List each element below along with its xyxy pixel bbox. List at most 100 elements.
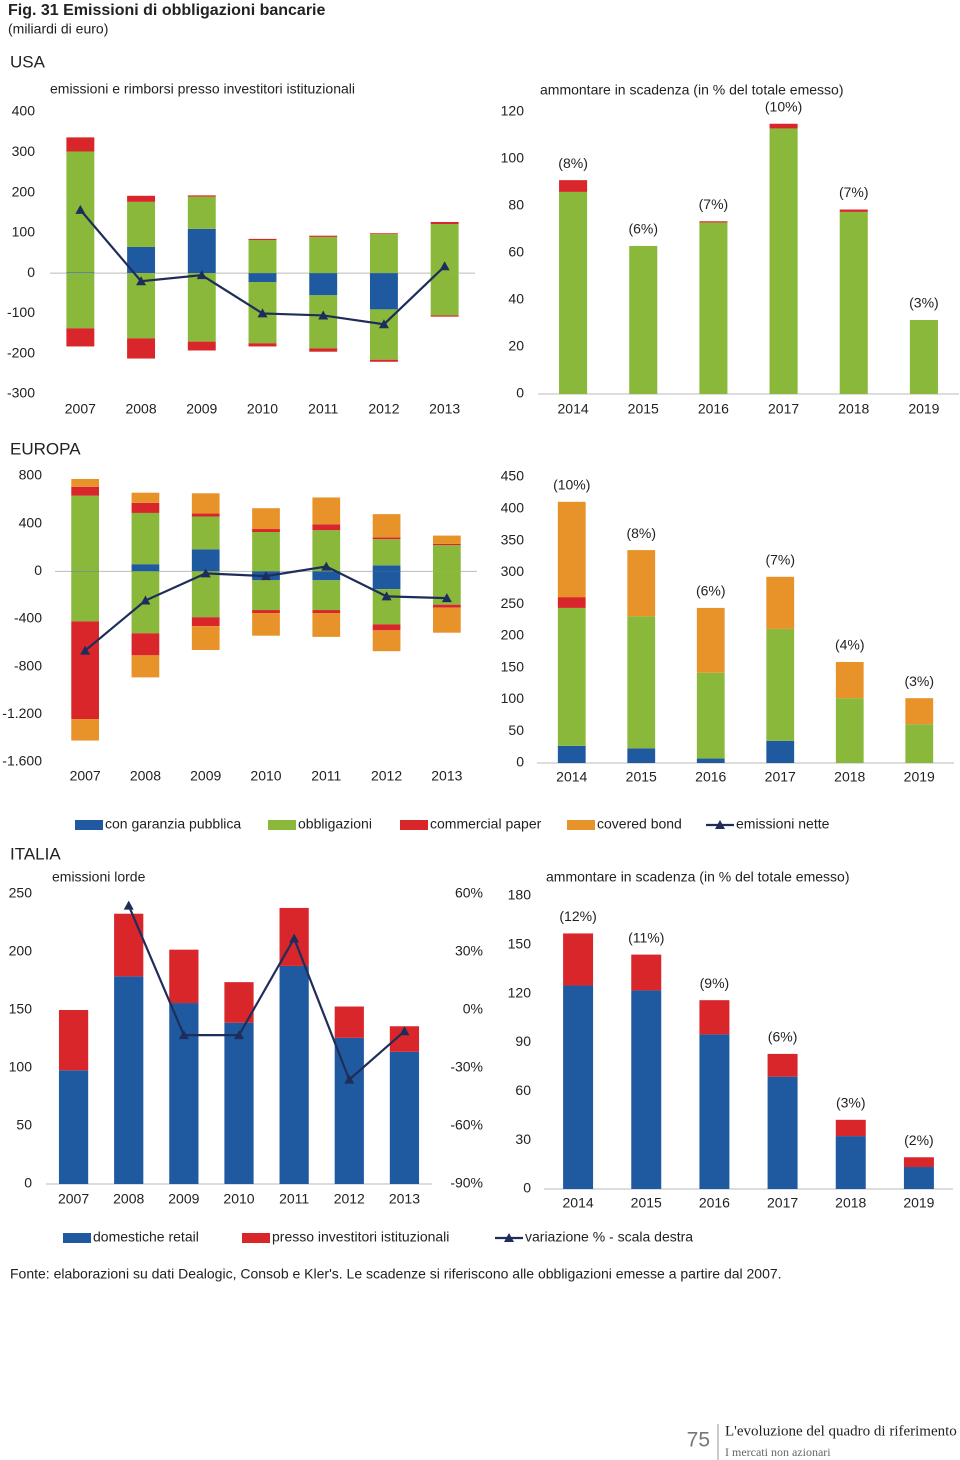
bar-annotation: (12%) (559, 908, 596, 924)
bar-segment (252, 529, 280, 533)
bar-segment (58, 1070, 89, 1184)
bar-segment (430, 221, 459, 224)
bar-segment (131, 492, 160, 503)
x-tick-label: 2012 (368, 401, 399, 417)
bar-annotation: (7%) (839, 184, 869, 200)
bar-segment (131, 564, 160, 572)
x-tick-label: 2017 (765, 769, 796, 785)
bar-annotation: (3%) (909, 295, 939, 311)
bar-segment (559, 180, 588, 192)
x-tick-label: 2010 (250, 768, 281, 784)
line-marker (378, 319, 389, 329)
x-tick-label: 2008 (113, 1191, 144, 1207)
bar-segment (372, 514, 401, 538)
bar-segment (71, 571, 100, 622)
bar-annotation: (9%) (700, 975, 730, 991)
bar-segment (767, 1076, 798, 1189)
bar-segment (187, 228, 216, 274)
bar-segment (248, 343, 277, 347)
x-tick-label: 2017 (768, 401, 799, 417)
bar-segment (334, 1037, 364, 1184)
bar-segment (369, 273, 398, 310)
x-tick-label: 2013 (389, 1191, 420, 1207)
bar-segment (835, 1136, 866, 1189)
legend-swatch (400, 820, 428, 830)
y-tick-label: 250 (501, 595, 525, 611)
bar-annotation: (7%) (765, 551, 795, 567)
bar-segment (432, 607, 461, 633)
y-tick-label: 0 (34, 562, 42, 578)
y-tick-label: 60 (515, 1082, 531, 1098)
bar-annotation: (7%) (699, 196, 729, 212)
bar-segment (66, 272, 95, 274)
y-tick-label: 100 (501, 690, 525, 706)
bar-segment (432, 604, 461, 608)
legend-swatch (268, 820, 296, 830)
x-tick-label: 2007 (58, 1191, 89, 1207)
bar-segment (114, 976, 144, 1184)
legend-label: obbligazioni (298, 816, 372, 832)
x-tick-label: 2019 (908, 401, 939, 417)
y-tick-label: 0 (516, 385, 524, 401)
bar-segment (432, 535, 461, 544)
x-tick-label: 2009 (186, 401, 217, 417)
bar-segment (835, 661, 864, 699)
bar-segment (563, 985, 594, 1189)
y2-tick-label: 0% (463, 1001, 483, 1017)
y-tick-label: -1.200 (2, 705, 42, 721)
bar-segment (557, 597, 586, 608)
bar-segment (252, 532, 280, 572)
bar-segment (252, 613, 280, 636)
x-tick-label: 2017 (767, 1195, 798, 1211)
bar-segment (769, 128, 798, 394)
bar-segment (903, 1167, 934, 1189)
line-marker (75, 204, 86, 214)
y-tick-label: 150 (9, 1001, 33, 1017)
bar-segment (312, 497, 341, 525)
bar-segment (696, 672, 725, 759)
bar-segment (187, 195, 216, 197)
y-tick-label: 150 (501, 658, 525, 674)
bar-segment (71, 621, 100, 720)
bar-segment (248, 273, 277, 283)
line-marker (399, 1026, 410, 1036)
bar-segment (699, 1034, 730, 1189)
y-tick-label: 120 (501, 103, 525, 119)
x-tick-label: 2010 (247, 401, 278, 417)
x-tick-label: 2010 (223, 1191, 254, 1207)
legend-swatch (75, 820, 103, 830)
x-tick-label: 2019 (904, 769, 935, 785)
x-tick-label: 2014 (558, 401, 589, 417)
y-tick-label: 120 (508, 984, 532, 1000)
bar-segment (279, 965, 309, 1184)
x-tick-label: 2012 (371, 768, 402, 784)
x-tick-label: 2018 (835, 1195, 866, 1211)
x-tick-label: 2008 (130, 768, 161, 784)
bar-segment (905, 698, 934, 725)
line-marker (140, 595, 151, 605)
bar-segment (903, 1157, 934, 1168)
page-number: 75 (687, 1429, 710, 1452)
y-tick-label: 200 (9, 943, 33, 959)
bar-segment (71, 570, 100, 572)
bar-segment (432, 543, 461, 546)
bar-annotation: (3%) (836, 1095, 866, 1111)
y2-tick-label: -30% (450, 1059, 483, 1075)
x-tick-label: 2019 (903, 1195, 934, 1211)
bar-segment (767, 1053, 798, 1077)
line-marker (441, 593, 452, 603)
x-tick-label: 2015 (631, 1195, 662, 1211)
bar-annotation: (6%) (768, 1029, 798, 1045)
bar-segment (839, 209, 868, 212)
bar-segment (248, 240, 277, 274)
chart-subtitle: ammontare in scadenza (in % del totale e… (546, 869, 849, 885)
bar-segment (835, 698, 864, 763)
line-marker (200, 568, 211, 578)
y-tick-label: 100 (501, 150, 525, 166)
bar-segment (905, 724, 934, 763)
line-marker (261, 571, 271, 581)
x-tick-label: 2016 (695, 769, 726, 785)
bar-segment (627, 616, 656, 749)
bar-segment (131, 633, 160, 656)
y-tick-label: 30 (515, 1131, 531, 1147)
